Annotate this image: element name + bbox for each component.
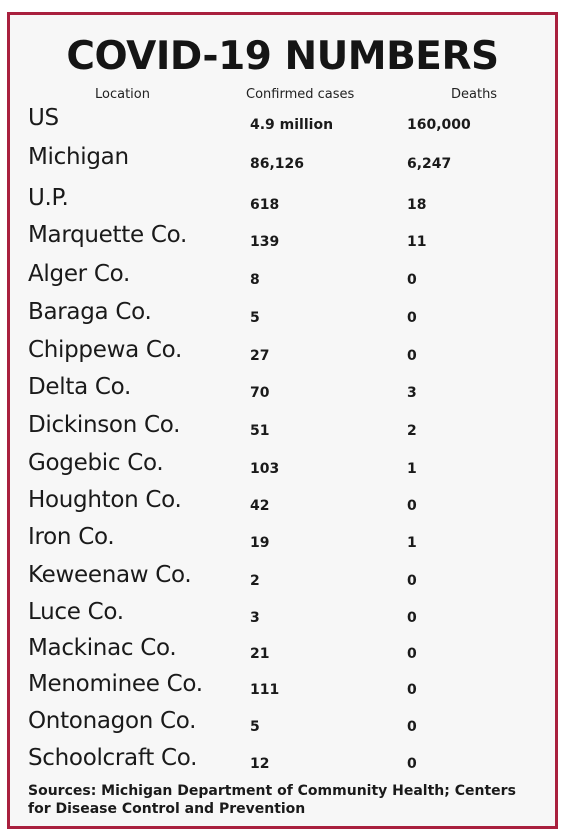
table-row: Houghton Co. 42 0 [10,486,555,524]
row-location: Mackinac Co. [28,635,177,661]
table-row: Delta Co. 70 3 [10,373,555,411]
column-header-deaths: Deaths [451,87,498,102]
row-deaths: 2 [407,423,417,439]
row-confirmed-cases: 27 [250,348,270,364]
row-location: Dickinson Co. [28,412,181,438]
table-row: Dickinson Co. 51 2 [10,411,555,449]
row-confirmed-cases: 5 [250,310,260,326]
row-deaths: 0 [407,646,417,662]
row-confirmed-cases: 70 [250,385,270,401]
column-header-location: Location [95,87,150,102]
row-deaths: 6,247 [407,156,452,172]
row-location: Chippewa Co. [28,337,183,363]
table-row: Keweenaw Co. 2 0 [10,561,555,599]
row-deaths: 0 [407,573,417,589]
row-confirmed-cases: 42 [250,498,270,514]
row-deaths: 11 [407,234,427,250]
row-deaths: 160,000 [407,117,471,133]
row-confirmed-cases: 4.9 million [250,117,334,133]
row-location: US [28,105,59,131]
row-confirmed-cases: 51 [250,423,270,439]
row-location: Baraga Co. [28,299,152,325]
row-confirmed-cases: 21 [250,646,270,662]
row-location: U.P. [28,185,69,211]
table-row: Gogebic Co. 103 1 [10,449,555,487]
row-location: Iron Co. [28,524,115,550]
row-deaths: 0 [407,610,417,626]
row-deaths: 0 [407,498,417,514]
row-confirmed-cases: 12 [250,756,270,772]
infobox-frame: COVID-19 NUMBERS Location Confirmed case… [7,12,558,829]
table-row: Luce Co. 3 0 [10,598,555,636]
row-confirmed-cases: 8 [250,272,260,288]
table-row: Baraga Co. 5 0 [10,298,555,336]
row-deaths: 3 [407,385,417,401]
row-confirmed-cases: 5 [250,719,260,735]
row-deaths: 0 [407,682,417,698]
row-deaths: 1 [407,535,417,551]
table-row: Chippewa Co. 27 0 [10,336,555,374]
row-location: Marquette Co. [28,222,187,248]
row-deaths: 0 [407,719,417,735]
row-location: Luce Co. [28,599,124,625]
row-location: Houghton Co. [28,487,182,513]
row-confirmed-cases: 103 [250,461,280,477]
page-title: COVID-19 NUMBERS [66,34,499,79]
row-confirmed-cases: 19 [250,535,270,551]
row-location: Alger Co. [28,261,130,287]
table-row: US 4.9 million 160,000 [10,105,555,143]
row-location: Gogebic Co. [28,450,164,476]
row-deaths: 1 [407,461,417,477]
column-header-cases: Confirmed cases [246,87,355,102]
table-row: Schoolcraft Co. 12 0 [10,744,555,782]
table-row: Michigan 86,126 6,247 [10,144,555,182]
table-row: U.P. 618 18 [10,185,555,223]
row-deaths: 0 [407,756,417,772]
row-confirmed-cases: 139 [250,234,280,250]
row-deaths: 0 [407,348,417,364]
table-row: Mackinac Co. 21 0 [10,634,555,672]
table-row: Marquette Co. 139 11 [10,222,555,260]
table-row: Ontonagon Co. 5 0 [10,707,555,745]
row-location: Menominee Co. [28,671,203,697]
row-location: Delta Co. [28,374,132,400]
row-confirmed-cases: 3 [250,610,260,626]
row-location: Ontonagon Co. [28,708,197,734]
row-confirmed-cases: 2 [250,573,260,589]
row-confirmed-cases: 618 [250,197,280,213]
row-location: Michigan [28,144,129,170]
row-confirmed-cases: 111 [250,682,280,698]
table-row: Alger Co. 8 0 [10,260,555,298]
row-confirmed-cases: 86,126 [250,156,305,172]
table-row: Menominee Co. 111 0 [10,670,555,708]
row-location: Keweenaw Co. [28,562,192,588]
row-location: Schoolcraft Co. [28,745,198,771]
row-deaths: 18 [407,197,427,213]
row-deaths: 0 [407,310,417,326]
sources-note: Sources: Michigan Department of Communit… [28,783,516,817]
table-row: Iron Co. 19 1 [10,523,555,561]
row-deaths: 0 [407,272,417,288]
